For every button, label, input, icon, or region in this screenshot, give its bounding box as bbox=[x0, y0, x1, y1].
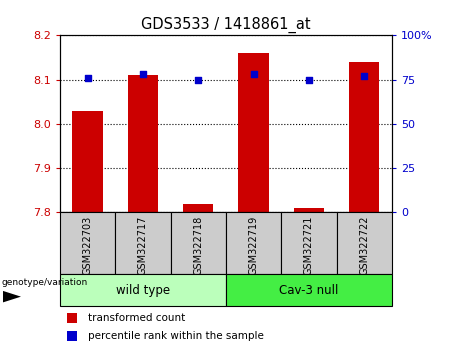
Text: GSM322718: GSM322718 bbox=[193, 216, 203, 275]
Bar bbox=[72, 111, 103, 212]
Polygon shape bbox=[3, 291, 21, 302]
Bar bbox=[66, 331, 77, 341]
Point bbox=[305, 77, 313, 82]
Text: transformed count: transformed count bbox=[88, 313, 185, 323]
Bar bbox=[128, 75, 158, 212]
Bar bbox=[281, 212, 337, 274]
Point bbox=[139, 72, 147, 77]
Bar bbox=[115, 212, 171, 274]
Text: genotype/variation: genotype/variation bbox=[1, 278, 88, 287]
Text: GSM322721: GSM322721 bbox=[304, 216, 314, 275]
Text: GSM322703: GSM322703 bbox=[83, 216, 93, 275]
Text: wild type: wild type bbox=[116, 284, 170, 297]
Bar bbox=[238, 53, 269, 212]
Text: Cav-3 null: Cav-3 null bbox=[279, 284, 338, 297]
Text: percentile rank within the sample: percentile rank within the sample bbox=[88, 331, 264, 341]
Bar bbox=[349, 62, 379, 212]
Point bbox=[195, 77, 202, 82]
Bar bbox=[226, 274, 392, 306]
Bar bbox=[60, 274, 226, 306]
Bar bbox=[226, 212, 281, 274]
Bar bbox=[337, 212, 392, 274]
Title: GDS3533 / 1418861_at: GDS3533 / 1418861_at bbox=[141, 16, 311, 33]
Bar bbox=[66, 313, 77, 323]
Point bbox=[250, 72, 257, 77]
Text: GSM322719: GSM322719 bbox=[248, 216, 259, 275]
Text: GSM322717: GSM322717 bbox=[138, 216, 148, 275]
Bar bbox=[183, 204, 213, 212]
Text: GSM322722: GSM322722 bbox=[359, 216, 369, 275]
Bar bbox=[171, 212, 226, 274]
Bar bbox=[294, 208, 324, 212]
Point bbox=[361, 73, 368, 79]
Point bbox=[84, 75, 91, 81]
Bar bbox=[60, 212, 115, 274]
